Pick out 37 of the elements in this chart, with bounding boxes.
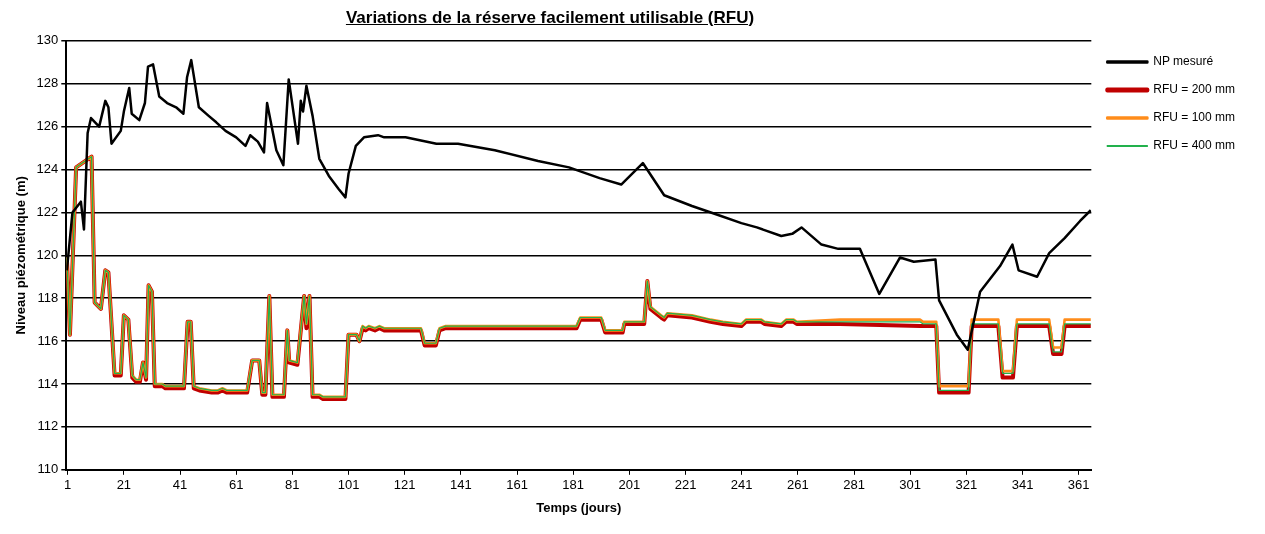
y-tick-label: 124 xyxy=(36,161,59,177)
x-tick-label: 321 xyxy=(955,477,978,493)
y-tick-label: 122 xyxy=(36,203,59,219)
legend-label: RFU = 200 mm xyxy=(1153,82,1235,97)
x-tick-label: 301 xyxy=(899,477,922,493)
legend-label: RFU = 100 mm xyxy=(1153,110,1235,125)
x-tick-label: 161 xyxy=(506,477,528,493)
x-axis-title: Temps (jours) xyxy=(536,499,622,515)
x-tick-label: 1 xyxy=(64,477,72,493)
y-tick-label: 130 xyxy=(36,32,59,48)
y-tick-label: 126 xyxy=(36,118,59,134)
x-tick-label: 361 xyxy=(1067,477,1090,493)
x-tick-label: 341 xyxy=(1011,477,1034,493)
x-tick-label: 121 xyxy=(393,477,416,493)
y-tick-label: 114 xyxy=(37,375,59,391)
chart-title: Variations de la réserve facilement utilisable (RFU) xyxy=(344,8,756,28)
y-axis-title: Niveau piézométrique (m) xyxy=(13,176,29,335)
x-tick-label: 281 xyxy=(843,477,865,493)
x-tick-label: 41 xyxy=(172,477,188,493)
y-tick-label: 118 xyxy=(37,289,59,305)
x-tick-label: 61 xyxy=(228,477,244,493)
y-tick-label: 116 xyxy=(37,332,59,348)
x-tick-label: 221 xyxy=(674,477,697,493)
legend-label: NP mesuré xyxy=(1153,54,1214,69)
x-tick-label: 81 xyxy=(285,477,300,493)
y-tick-label: 110 xyxy=(37,461,59,477)
y-tick-label: 120 xyxy=(36,246,59,262)
x-tick-label: 261 xyxy=(787,477,809,493)
y-tick-label: 112 xyxy=(37,418,59,434)
x-tick-label: 201 xyxy=(618,477,641,493)
x-tick-label: 241 xyxy=(730,477,753,493)
x-tick-label: 101 xyxy=(337,477,360,493)
x-tick-label: 21 xyxy=(116,477,132,493)
y-tick-label: 128 xyxy=(36,75,59,91)
x-tick-label: 181 xyxy=(562,477,585,493)
x-tick-label: 141 xyxy=(450,477,472,493)
legend-label: RFU = 400 mm xyxy=(1153,138,1235,153)
